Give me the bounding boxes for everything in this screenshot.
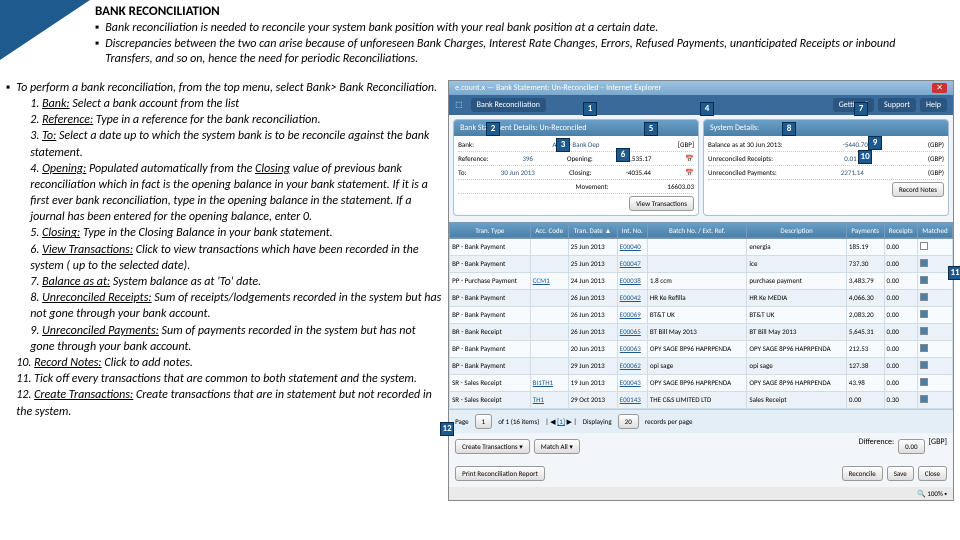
page-breadcrumb[interactable]: Bank Reconciliation [471, 98, 546, 112]
col-header[interactable]: Description [747, 222, 847, 238]
marker: 11 [948, 266, 960, 280]
intro: To perform a bank reconciliation, from t… [16, 80, 442, 96]
col-header[interactable]: Tran. Type [450, 222, 531, 238]
screenshot: e.count.x — Bank Statement: Un-Reconcile… [448, 80, 954, 501]
col-header[interactable]: Batch No. / Ext. Ref. [647, 222, 747, 238]
table-row[interactable]: BP - Bank Payment20 Jun 2013E00063OPY SA… [450, 340, 953, 357]
panel-system-details: System Details: Balance as at 30 Jun 201… [703, 119, 949, 216]
save-button[interactable]: Save [887, 466, 914, 481]
close-button[interactable]: Close [918, 466, 947, 481]
table-row[interactable]: PP - Purchase PaymentCCM124 Jun 2013E000… [450, 272, 953, 289]
marker: 6 [616, 148, 630, 162]
table-row[interactable]: SR - Sales ReceiptTH129 Oct 2013E00143TH… [450, 391, 953, 408]
col-header[interactable]: Receipts [884, 222, 917, 238]
marker: 7 [854, 102, 868, 116]
marker: 2 [486, 122, 500, 136]
marker: 1 [583, 102, 597, 116]
close-icon[interactable]: ✕ [932, 83, 947, 93]
view-transactions-button[interactable]: View Transactions [629, 196, 694, 211]
action-bar: Create Transactions ▾ Match All ▾ Differ… [449, 433, 953, 460]
transactions-grid: Tran. TypeAcc. CodeTran. Date ▲Int. No.B… [449, 222, 953, 409]
marker: 3 [556, 138, 570, 152]
col-header[interactable]: Acc. Code [530, 222, 568, 238]
table-row[interactable]: BP - Bank Payment25 Jun 2013E00040energi… [450, 238, 953, 255]
create-transactions-button[interactable]: Create Transactions ▾ [455, 439, 530, 454]
marker: 9 [868, 136, 882, 150]
col-header[interactable]: Int. No. [617, 222, 647, 238]
marker: 8 [782, 122, 796, 136]
print-button[interactable]: Print Reconciliation Report [455, 466, 545, 481]
zoom-status: 🔍 100% ▪ [449, 487, 953, 500]
table-row[interactable]: SR - Sales ReceiptBI1TH119 Jun 2013E0004… [450, 374, 953, 391]
table-row[interactable]: BP - Bank Payment25 Jun 2013E00047ice737… [450, 255, 953, 272]
table-row[interactable]: BP - Bank Payment26 Jun 2013E00042HR Ke … [450, 289, 953, 306]
reconcile-button[interactable]: Reconcile [842, 466, 883, 481]
marker: 4 [700, 102, 714, 116]
col-header[interactable]: Payments [846, 222, 884, 238]
page-title: BANK RECONCILIATION [95, 4, 940, 19]
header: BANK RECONCILIATION Bank reconciliation … [0, 0, 960, 72]
col-header[interactable]: Tran. Date ▲ [568, 222, 617, 238]
col-header[interactable]: Matched [917, 222, 952, 238]
pager: Page 1 of 1 (16 items) | ◀ [1] ▶ | Displ… [449, 409, 953, 433]
nav-support[interactable]: Support [878, 98, 916, 112]
window-titlebar: e.count.x — Bank Statement: Un-Reconcile… [449, 81, 953, 95]
header-bullet: Bank reconciliation is needed to reconci… [95, 21, 940, 37]
decor-triangle [0, 0, 90, 60]
marker: 5 [644, 122, 658, 136]
record-notes-button[interactable]: Record Notes [892, 182, 944, 197]
instructions: To perform a bank reconciliation, from t… [6, 80, 442, 501]
app-logo: ⬚ [455, 100, 463, 110]
table-row[interactable]: BP - Bank Payment26 Jun 2013E00069BT&T U… [450, 306, 953, 323]
marker: 10 [858, 150, 872, 164]
marker: 12 [440, 422, 454, 436]
table-row[interactable]: BP - Bank Payment29 Jun 2013E00062opi sa… [450, 357, 953, 374]
match-all-button[interactable]: Match All ▾ [534, 439, 580, 454]
nav-help[interactable]: Help [920, 98, 947, 112]
header-bullet: Discrepancies between the two can arise … [95, 37, 940, 68]
table-row[interactable]: BR - Bank Receipt26 Jun 2013E00065BT Bil… [450, 323, 953, 340]
